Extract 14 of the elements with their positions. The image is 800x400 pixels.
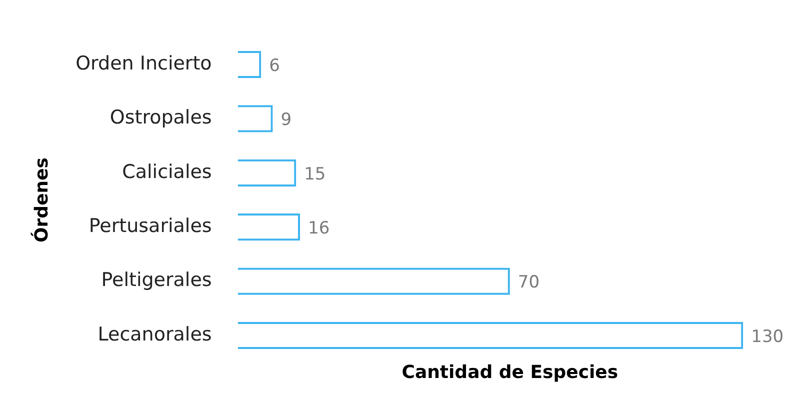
x-axis-title: Cantidad de Especies — [402, 362, 618, 384]
data-label: 15 — [304, 164, 326, 184]
data-label: 16 — [308, 218, 330, 239]
data-label: 70 — [518, 272, 540, 293]
y-tick-label: Peltigerales — [101, 269, 212, 292]
y-axis-title: Órdenes — [30, 157, 52, 243]
data-label: 9 — [280, 110, 292, 130]
data-label: 6 — [269, 56, 280, 76]
y-tick-label: Pertusariales — [88, 215, 212, 238]
data-label: 130 — [751, 326, 784, 347]
y-tick-label: Lecanorales — [98, 323, 212, 346]
y-tick-label: Orden Incierto — [76, 52, 212, 74]
y-tick-label: Caliciales — [122, 160, 212, 183]
y-tick-label: Ostropales — [110, 106, 212, 129]
